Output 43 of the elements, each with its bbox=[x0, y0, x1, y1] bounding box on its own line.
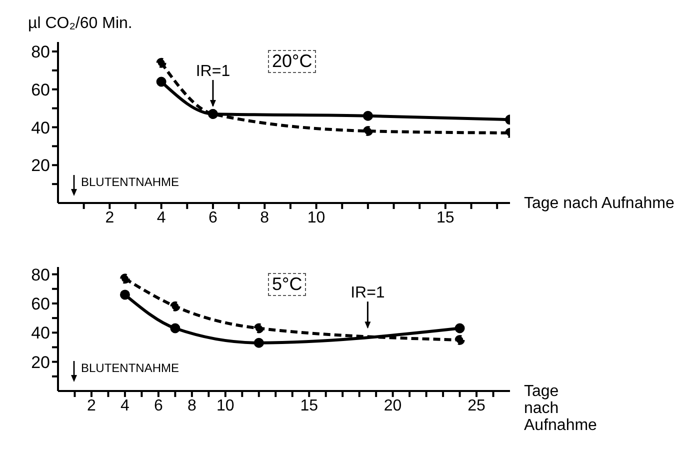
x-tick-label: 6 bbox=[154, 397, 163, 414]
point bbox=[156, 58, 166, 68]
y-tick-label: 80 bbox=[31, 265, 50, 284]
y-tick-label: 60 bbox=[31, 294, 50, 314]
x-tick-label: 25 bbox=[468, 397, 486, 414]
y-tick-label: 60 bbox=[31, 80, 50, 100]
annotation: IR=1 bbox=[196, 62, 230, 80]
y-tick-label: 40 bbox=[31, 118, 50, 138]
x-tick-label: 8 bbox=[260, 209, 270, 226]
point bbox=[254, 338, 264, 348]
point bbox=[120, 290, 130, 300]
x-tick-label: 6 bbox=[208, 209, 218, 226]
x-tick-label: 15 bbox=[436, 209, 454, 226]
y-axis-title: µl CO₂/60 Min. bbox=[28, 15, 132, 32]
y-tick-label: 80 bbox=[31, 42, 50, 62]
x-axis-title: Tage nach Aufnahme bbox=[524, 195, 674, 212]
point bbox=[156, 76, 166, 87]
x-tick-label: 8 bbox=[187, 397, 196, 414]
annotation: BLUTENTNAHME bbox=[81, 175, 180, 189]
point bbox=[170, 323, 180, 334]
x-tick-label: 4 bbox=[120, 397, 130, 414]
point bbox=[362, 110, 373, 121]
point bbox=[362, 126, 373, 136]
x-tick-label: 10 bbox=[216, 397, 234, 414]
y-tick-label: 20 bbox=[31, 156, 50, 176]
annotation: IR=1 bbox=[350, 284, 385, 302]
point bbox=[254, 323, 264, 334]
x-tick-label: 4 bbox=[156, 209, 166, 226]
x-tick-label: 15 bbox=[300, 397, 318, 414]
x-axis-title: Tage nach Aufnahme bbox=[524, 383, 598, 434]
x-tick-label: 2 bbox=[87, 397, 96, 414]
x-tick-label: 10 bbox=[307, 209, 326, 226]
text: 20°C bbox=[268, 50, 316, 73]
point bbox=[120, 274, 130, 284]
annotation: BLUTENTNAHME bbox=[81, 361, 180, 375]
chart-title: 5°C bbox=[268, 273, 306, 296]
point bbox=[454, 334, 465, 345]
x-tick-label: 2 bbox=[105, 209, 114, 226]
y-tick-label: 40 bbox=[31, 324, 50, 343]
point bbox=[454, 323, 465, 334]
y-tick-label: 20 bbox=[31, 352, 50, 372]
point bbox=[170, 301, 180, 312]
x-tick-label: 20 bbox=[384, 397, 402, 414]
